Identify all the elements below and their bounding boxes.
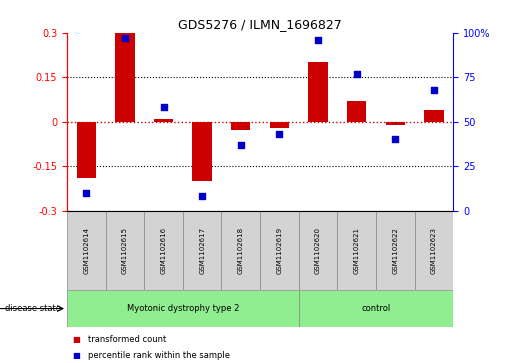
- Text: GSM1102615: GSM1102615: [122, 227, 128, 274]
- Text: GSM1102623: GSM1102623: [431, 227, 437, 274]
- Bar: [386, 122, 405, 125]
- Bar: [299, 290, 453, 327]
- Bar: [106, 211, 144, 290]
- Bar: [77, 122, 96, 178]
- Text: GSM1102622: GSM1102622: [392, 227, 398, 274]
- Text: ■: ■: [72, 335, 80, 344]
- Point: [275, 131, 283, 137]
- Text: Myotonic dystrophy type 2: Myotonic dystrophy type 2: [127, 304, 239, 313]
- Text: control: control: [362, 304, 390, 313]
- Text: ■: ■: [72, 351, 80, 360]
- Bar: [308, 62, 328, 122]
- Text: GSM1102620: GSM1102620: [315, 227, 321, 274]
- Bar: [424, 110, 443, 122]
- Bar: [115, 33, 134, 122]
- Text: GSM1102614: GSM1102614: [83, 227, 89, 274]
- Text: GSM1102616: GSM1102616: [161, 227, 166, 274]
- Bar: [67, 290, 299, 327]
- Point: [82, 190, 91, 196]
- Point: [121, 35, 129, 41]
- Bar: [376, 211, 415, 290]
- Title: GDS5276 / ILMN_1696827: GDS5276 / ILMN_1696827: [178, 19, 342, 32]
- Point: [391, 136, 400, 142]
- Text: GSM1102617: GSM1102617: [199, 227, 205, 274]
- Bar: [154, 119, 173, 122]
- Text: GSM1102618: GSM1102618: [238, 227, 244, 274]
- Bar: [347, 101, 366, 122]
- Bar: [221, 211, 260, 290]
- Text: GSM1102619: GSM1102619: [277, 227, 282, 274]
- Bar: [144, 211, 183, 290]
- Bar: [67, 211, 106, 290]
- Bar: [260, 211, 299, 290]
- Bar: [183, 211, 221, 290]
- Point: [352, 71, 360, 77]
- Text: transformed count: transformed count: [88, 335, 166, 344]
- Point: [159, 105, 167, 110]
- Bar: [231, 122, 250, 131]
- Point: [430, 87, 438, 93]
- Bar: [415, 211, 453, 290]
- Point: [314, 37, 322, 43]
- Text: disease state: disease state: [5, 304, 61, 313]
- Bar: [270, 122, 289, 127]
- Bar: [337, 211, 376, 290]
- Bar: [299, 211, 337, 290]
- Text: percentile rank within the sample: percentile rank within the sample: [88, 351, 230, 360]
- Text: GSM1102621: GSM1102621: [354, 227, 359, 274]
- Point: [198, 193, 206, 199]
- Bar: [193, 122, 212, 181]
- Point: [236, 142, 245, 148]
